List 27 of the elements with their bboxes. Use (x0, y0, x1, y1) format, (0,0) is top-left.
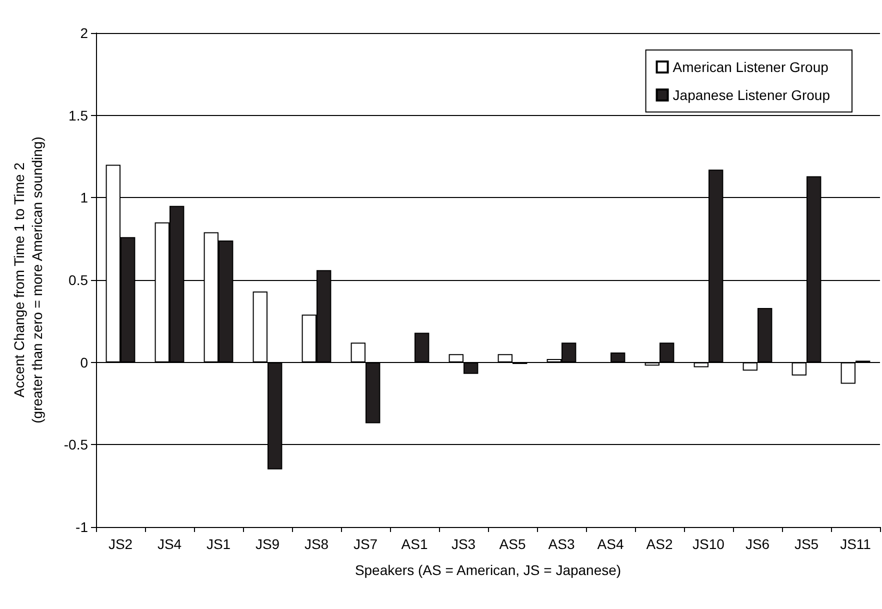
legend-label: American Listener Group (672, 59, 829, 75)
x-tick-label: AS5 (499, 536, 526, 552)
y-tick-label: 1 (80, 190, 88, 206)
x-tick-label: AS1 (401, 536, 428, 552)
x-tick-label: AS4 (597, 536, 624, 552)
y-tick-label: -1 (76, 519, 88, 535)
x-tick-label: JS11 (840, 536, 872, 552)
y-tick-label: 0 (80, 354, 88, 370)
x-axis-title: Speakers (AS = American, JS = Japanese) (354, 562, 622, 578)
x-tick-label: JS4 (157, 536, 182, 552)
x-tick-label: JS3 (451, 536, 476, 552)
x-tick-label: JS9 (255, 536, 280, 552)
y-tick-label: 1.5 (68, 107, 88, 124)
x-tick-label: JS2 (108, 536, 133, 552)
y-tick-label: 0.5 (68, 272, 88, 288)
x-tick-label: AS2 (646, 536, 673, 552)
x-tick-label: JS5 (794, 536, 819, 552)
x-tick-label: AS3 (548, 536, 575, 552)
x-tick-label: JS1 (206, 536, 231, 552)
x-tick-label: JS10 (692, 536, 725, 552)
y-axis-title: Accent Change from Time 1 to Time 2 (greater than zero = more American sounding) (11, 136, 45, 424)
x-tick-label: JS6 (745, 536, 770, 552)
legend-label: Japanese Listener Group (672, 87, 830, 103)
y-tick-label: -0.5 (64, 436, 88, 453)
y-tick-label: 2 (80, 25, 88, 41)
x-tick-label: JS8 (304, 536, 329, 552)
x-tick-label: JS7 (353, 536, 378, 552)
